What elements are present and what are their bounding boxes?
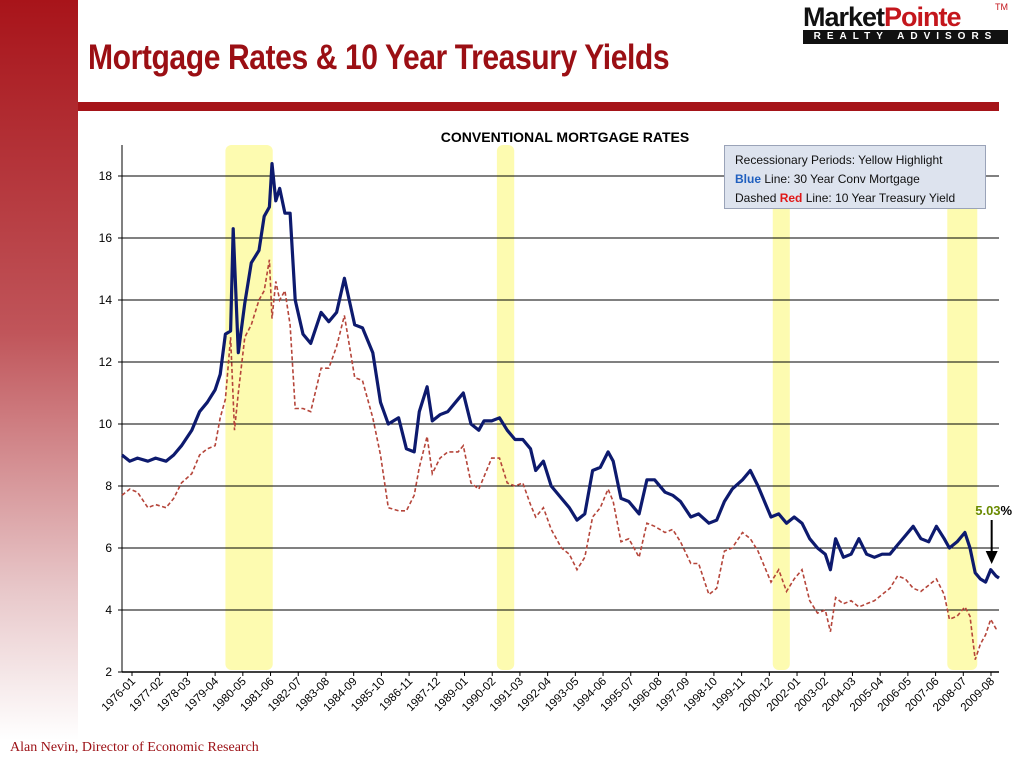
y-tick-label-12: 12 [99,355,113,369]
logo-wordmark: MarketPointe [803,2,962,33]
footer-credit: Alan Nevin, Director of Economic Researc… [10,740,259,755]
annotation-arrow-head [985,551,998,564]
title-divider [78,102,999,111]
y-tick-label-8: 8 [105,479,112,493]
mortgage-rates-chart: 2 4 6 8 10 12 14 16 18 1976-011977-021978-031979… [99,129,1013,714]
logo-word-pointe: Pointe [884,2,962,32]
annotation-value: 5.03 [975,503,1000,518]
legend-dashed-word: Dashed [735,191,780,205]
y-tick-label-2: 2 [105,665,112,679]
y-tick-label-14: 14 [99,293,113,307]
legend-blue-word: Blue [735,172,762,186]
y-tick-label-6: 6 [105,541,112,555]
logo-word-market: Market [803,2,885,32]
legend-mortgage-text: Line: 30 Year Conv Mortgage [761,172,920,186]
mortgage-rate-line [121,162,1000,584]
logo-trademark: TM [995,2,1008,12]
slide-title: Mortgage Rates & 10 Year Treasury Yields [88,38,670,77]
left-decorative-bar [0,0,78,740]
annotation-unit: % [1001,503,1013,518]
legend-red-word: Red [779,191,803,205]
recession-band-3 [772,145,790,670]
recession-band-2 [496,145,515,670]
legend-box: Recessionary Periods: Yellow Highlight B… [724,145,986,209]
y-tick-label-16: 16 [99,231,113,245]
legend-treasury: Dashed Red Line: 10 Year Treasury Yield [735,189,985,208]
recession-highlights [225,145,978,670]
y-tick-label-4: 4 [105,603,112,617]
y-axis-ticks: 2 4 6 8 10 12 14 16 18 [99,169,122,679]
y-tick-label-18: 18 [99,169,113,183]
legend-mortgage: Blue Line: 30 Year Conv Mortgage [735,170,985,189]
chart-title: CONVENTIONAL MORTGAGE RATES [441,129,689,145]
logo-subtitle: REALTY ADVISORS [803,30,1008,44]
company-logo: MarketPointe TM REALTY ADVISORS [803,2,1008,44]
x-axis-ticks: 1976-011977-021978-031979-041980-051981-… [100,672,997,714]
recession-band-1 [225,145,273,670]
latest-rate-annotation: 5.03% [975,503,1013,564]
chart-series [121,162,1000,660]
legend-treasury-text: Line: 10 Year Treasury Yield [802,191,956,205]
treasury-yield-line [121,259,999,660]
legend-recession: Recessionary Periods: Yellow Highlight [735,153,943,167]
annotation-label: 5.03% [975,503,1012,518]
y-tick-label-10: 10 [99,417,113,431]
recession-band-4 [947,145,978,670]
